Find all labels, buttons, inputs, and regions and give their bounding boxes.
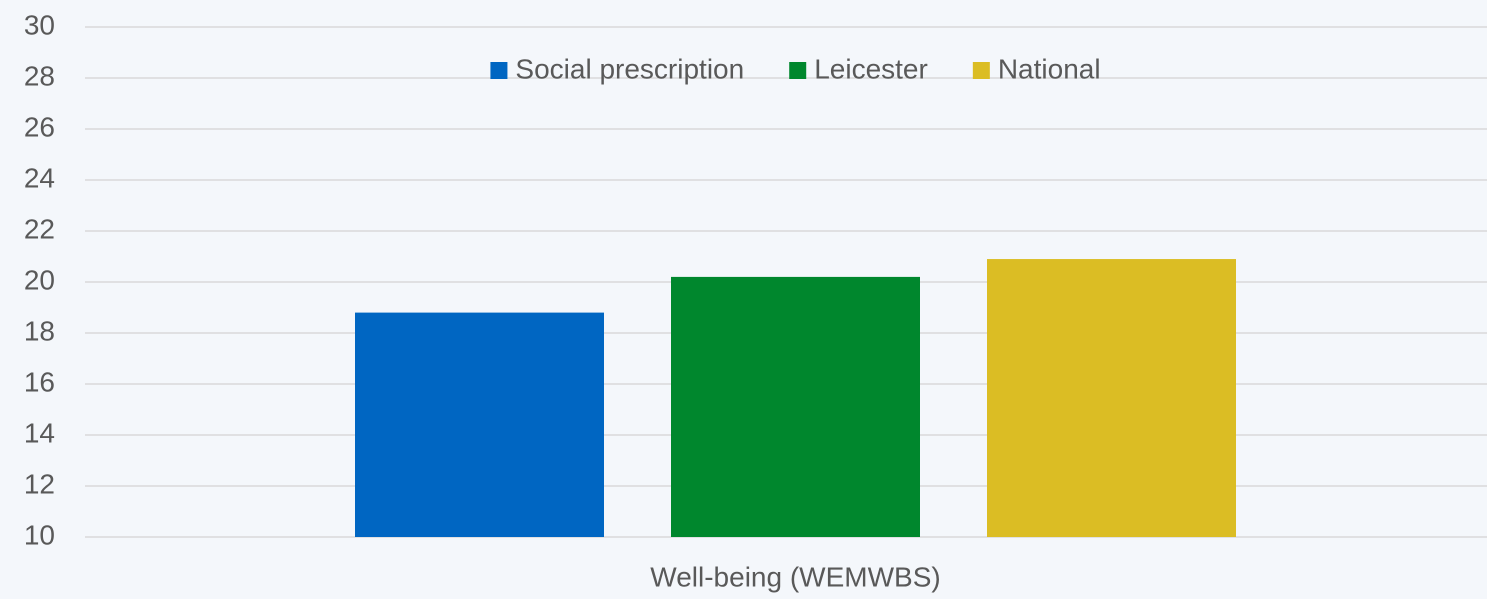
legend-swatch: [972, 62, 990, 79]
y-tick-label: 22: [24, 213, 55, 244]
y-tick-label: 14: [24, 417, 55, 448]
legend-swatch: [789, 62, 807, 79]
y-tick-label: 18: [24, 315, 55, 346]
bar: [987, 259, 1236, 537]
y-tick-label: 12: [24, 468, 55, 499]
legend-label: Leicester: [814, 53, 928, 84]
y-tick-label: 30: [24, 9, 55, 40]
y-tick-label: 20: [24, 264, 55, 295]
bar: [355, 312, 604, 537]
y-tick-label: 28: [24, 60, 55, 91]
legend-swatch: [490, 62, 508, 79]
y-tick-label: 16: [24, 366, 55, 397]
legend-label: Social prescription: [515, 53, 744, 84]
bar: [671, 276, 920, 537]
y-tick-label: 26: [24, 111, 55, 142]
x-tick-label: Well-being (WEMWBS): [650, 561, 940, 592]
y-tick-label: 24: [24, 162, 55, 193]
y-tick-label: 10: [24, 519, 55, 550]
legend-label: National: [998, 53, 1101, 84]
